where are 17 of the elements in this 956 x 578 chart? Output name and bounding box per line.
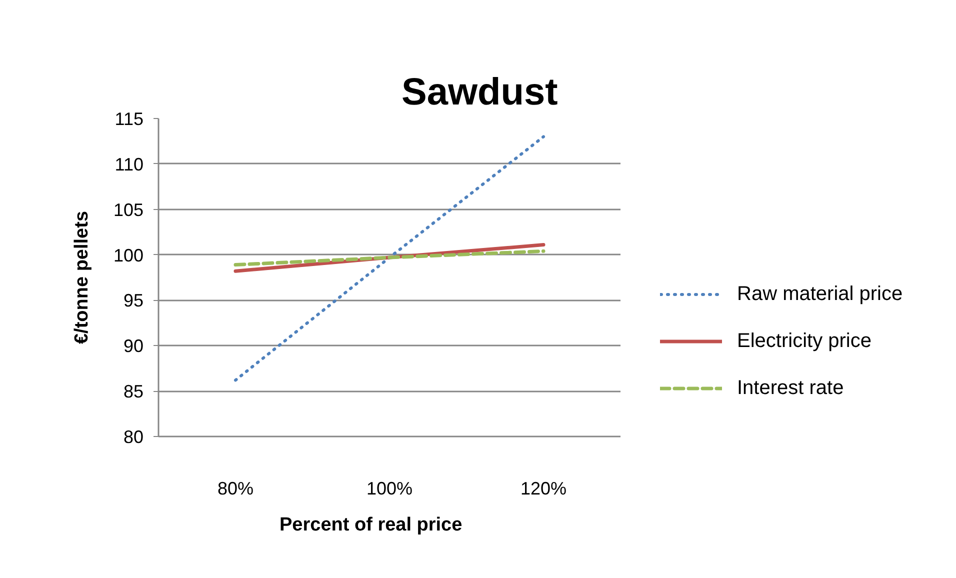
y-tick-label: 95 (123, 290, 144, 311)
y-tick-label: 90 (123, 336, 144, 356)
y-tick-label: 85 (123, 382, 144, 402)
x-tick-label: 120% (520, 478, 567, 498)
legend-label: Electricity price (737, 330, 872, 352)
y-tick-label: 105 (113, 200, 144, 220)
legend-label: Raw material price (737, 282, 903, 306)
legend-label: Interest rate (737, 376, 844, 400)
x-axis-title: Percent of real price (280, 514, 462, 536)
y-tick-label: 80 (123, 427, 144, 447)
y-axis-title: €/tonne pellets (71, 210, 92, 344)
x-tick-label: 80% (217, 478, 254, 498)
x-tick-label: 100% (366, 478, 413, 498)
y-tick-label: 100 (113, 245, 144, 266)
y-tick-label: 110 (114, 154, 144, 174)
y-tick-label: 115 (114, 109, 144, 129)
chart-title: Sawdust (402, 72, 558, 114)
